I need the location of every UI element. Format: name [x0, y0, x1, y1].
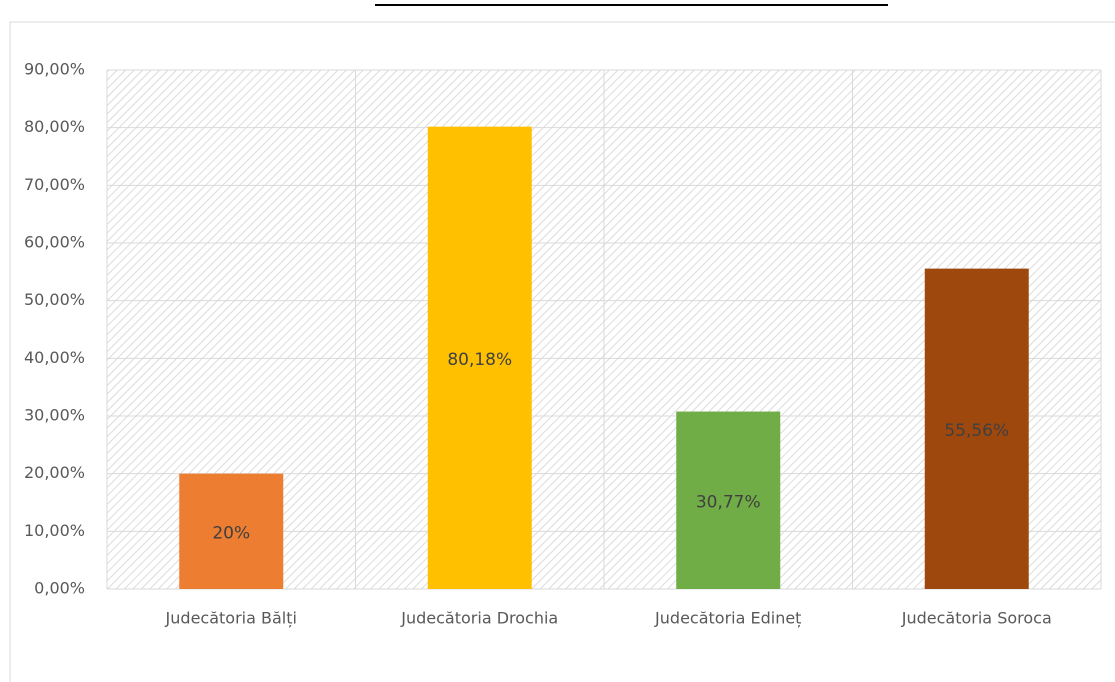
y-tick-label: 70,00% [24, 175, 85, 194]
bar [179, 473, 284, 589]
bar [676, 411, 781, 589]
y-tick-label: 40,00% [24, 348, 85, 367]
value-label: 80,18% [447, 350, 512, 370]
value-label: 30,77% [696, 492, 761, 512]
x-tick-label: Judecătoria Bălți [165, 609, 297, 628]
x-tick-label: Judecătoria Edineț [654, 609, 801, 628]
value-label: 20% [212, 523, 250, 543]
bar [924, 268, 1029, 589]
y-tick-label: 60,00% [24, 233, 85, 252]
y-tick-label: 50,00% [24, 290, 85, 309]
chart-border [9, 21, 1115, 682]
x-tick-label: Judecătoria Drochia [400, 609, 558, 628]
y-tick-label: 20,00% [24, 463, 85, 482]
y-tick-label: 30,00% [24, 406, 85, 425]
bar [427, 126, 532, 590]
value-label: 55,56% [944, 421, 1009, 441]
x-tick-label: Judecătoria Soroca [901, 609, 1052, 628]
y-tick-label: 10,00% [24, 521, 85, 540]
y-tick-label: 90,00% [24, 60, 85, 79]
y-tick-label: 0,00% [34, 579, 85, 598]
y-tick-label: 80,00% [24, 117, 85, 136]
